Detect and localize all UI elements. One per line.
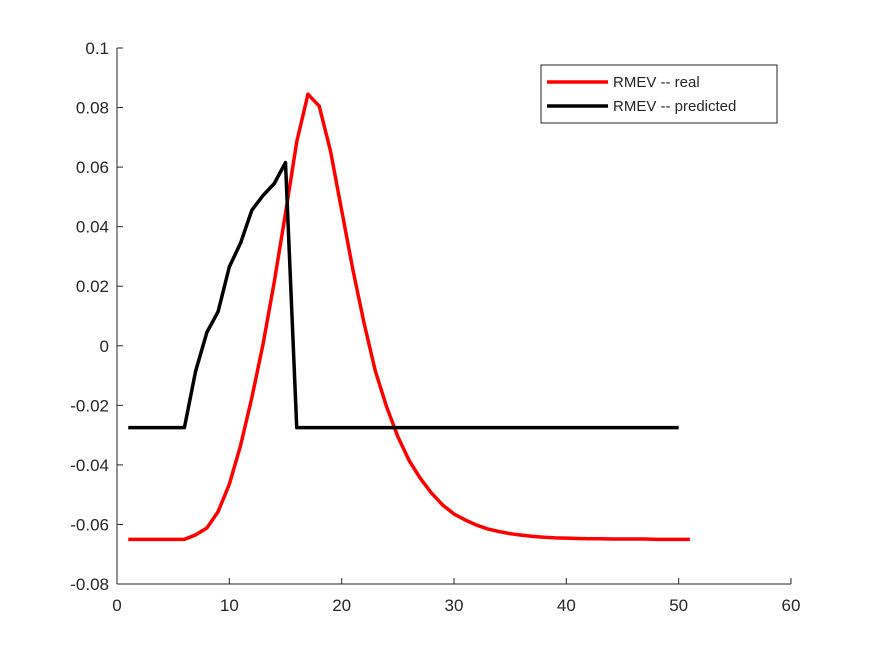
x-tick-label: 40: [557, 596, 576, 615]
series-lines: [128, 92, 690, 542]
y-tick-label: -0.02: [70, 396, 109, 415]
series-line-predicted: [128, 160, 679, 430]
legend-label: RMEV -- real: [613, 74, 700, 91]
legend: RMEV -- real RMEV -- predicted: [540, 64, 778, 124]
y-tick-label: -0.06: [70, 515, 109, 534]
y-tick-label: -0.08: [70, 575, 109, 594]
x-tick-label: 20: [332, 596, 351, 615]
x-tick-label: 60: [782, 596, 801, 615]
y-tick-label: 0.02: [76, 277, 109, 296]
y-tick-label: 0.1: [85, 39, 109, 58]
y-tick-label: -0.04: [70, 456, 109, 475]
x-tick-label: 0: [112, 596, 121, 615]
series-line-real: [128, 92, 690, 542]
x-tick-label: 10: [220, 596, 239, 615]
y-tick-label: 0.06: [76, 158, 109, 177]
legend-label: RMEV -- predicted: [613, 98, 736, 115]
x-tick-label: 30: [445, 596, 464, 615]
y-tick-label: 0: [100, 337, 109, 356]
y-tick-label: 0.04: [76, 218, 109, 237]
axes: 0 10 20 30 40 50 60 -0.08 -0.06 -0.04 -0.02 0 0.02 0.…: [70, 39, 800, 615]
legend-box: [540, 64, 778, 124]
x-tick-label: 50: [669, 596, 688, 615]
y-tick-label: 0.08: [76, 99, 109, 118]
